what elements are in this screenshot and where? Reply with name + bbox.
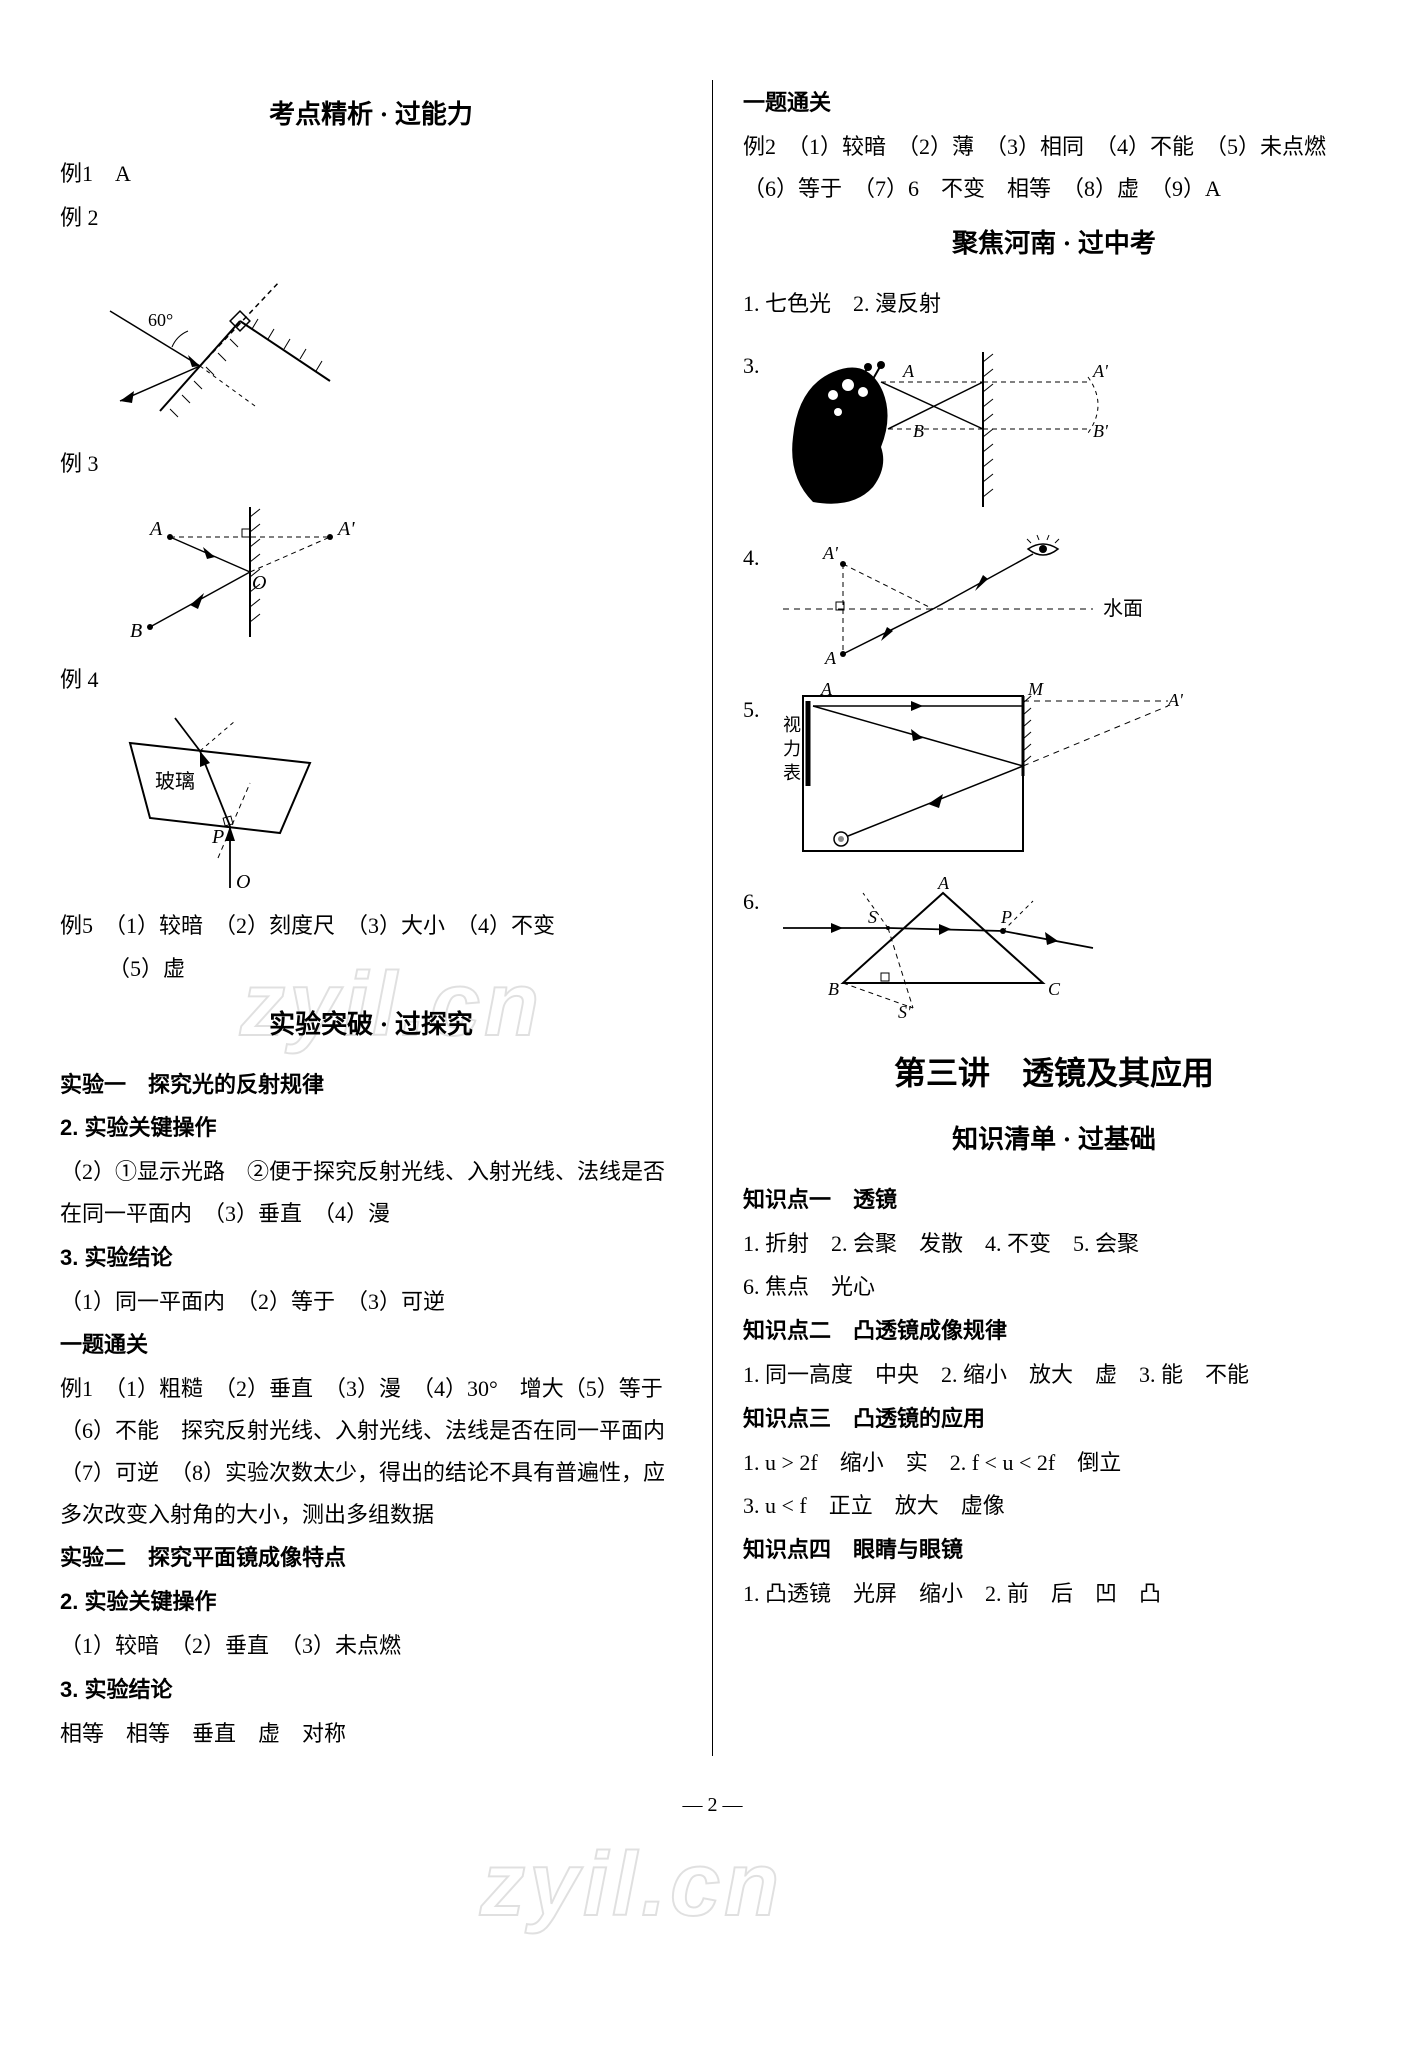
diagram-ex4-svg: 玻璃 O P <box>100 713 360 893</box>
diagram-q4-svg: 水面 A A' <box>773 529 1153 669</box>
exp1-k2: 2. 实验关键操作 <box>60 1107 682 1149</box>
exp1-title: 实验一 探究光的反射规律 <box>60 1064 682 1106</box>
svg-text:A: A <box>820 681 833 699</box>
diagram-q6-svg: A B C S P S' <box>773 873 1113 1023</box>
q3-label: 3. <box>743 337 773 387</box>
example-2-label: 例 2 <box>60 197 682 239</box>
svg-text:A': A' <box>1167 690 1184 710</box>
section-title-2: 实验突破 · 过探究 <box>60 1000 682 1049</box>
water-label: 水面 <box>1103 597 1143 620</box>
q6-label: 6. <box>743 873 773 923</box>
svg-text:A: A <box>902 361 915 381</box>
svg-text:B: B <box>130 620 142 642</box>
kp1-text2: 6. 焦点 光心 <box>743 1266 1365 1308</box>
kp2-text: 1. 同一高度 中央 2. 缩小 放大 虚 3. 能 不能 <box>743 1354 1365 1396</box>
svg-text:A': A' <box>822 543 839 563</box>
page-container: 考点精析 · 过能力 例1 A 例 2 <box>60 80 1365 1756</box>
pass-title-l: 一题通关 <box>60 1324 682 1366</box>
kp3-title: 知识点三 凸透镜的应用 <box>743 1398 1365 1440</box>
chart-label-2: 力 <box>783 739 801 759</box>
svg-text:A': A' <box>1092 361 1109 381</box>
kp2-title: 知识点二 凸透镜成像规律 <box>743 1310 1365 1352</box>
diagram-ex2-svg: 60° <box>100 251 360 431</box>
diagram-q6: 6. A B C S P <box>743 873 1365 1023</box>
diagram-q3-svg: A B A' B' <box>773 337 1133 517</box>
example-5b: （5）虚 <box>60 948 682 990</box>
example-5a: 例5 （1）较暗 （2）刻度尺 （3）大小 （4）不变 <box>60 905 682 947</box>
kp3-text1: 1. u > 2f 缩小 实 2. f < u < 2f 倒立 <box>743 1442 1365 1484</box>
pass-ex2: 例2 （1）较暗 （2）薄 （3）相同 （4）不能 （5）未点燃 （6）等于 （… <box>743 126 1365 210</box>
exp2-title: 实验二 探究平面镜成像特点 <box>60 1537 682 1579</box>
diagram-q5-svg: 视 力 表 M A A' <box>773 681 1193 861</box>
kp4-text: 1. 凸透镜 光屏 缩小 2. 前 后 凹 凸 <box>743 1573 1365 1615</box>
q4-label: 4. <box>743 529 773 579</box>
pass-ex1: 例1 （1）粗糙 （2）垂直 （3）漫 （4）30° 增大（5）等于 （6）不能… <box>60 1368 682 1535</box>
diagram-ex4: 玻璃 O P <box>100 713 682 893</box>
svg-text:O: O <box>252 572 266 594</box>
kp1-title: 知识点一 透镜 <box>743 1179 1365 1221</box>
section-title-4: 知识清单 · 过基础 <box>743 1115 1365 1164</box>
svg-text:O: O <box>236 871 250 893</box>
diagram-q3: 3. A B <box>743 337 1365 517</box>
svg-text:B: B <box>828 979 839 999</box>
exp2-k3: 3. 实验结论 <box>60 1669 682 1711</box>
svg-text:A': A' <box>336 518 355 540</box>
svg-text:C: C <box>1048 979 1061 999</box>
exp1-k3-text: （1）同一平面内 （2）等于 （3）可逆 <box>60 1281 682 1323</box>
glass-label: 玻璃 <box>155 770 195 793</box>
svg-text:A: A <box>937 873 950 893</box>
svg-text:B': B' <box>1093 421 1109 441</box>
section-title-1: 考点精析 · 过能力 <box>60 90 682 139</box>
diagram-q5: 5. 视 力 表 M A A' <box>743 681 1365 861</box>
exp1-k3: 3. 实验结论 <box>60 1237 682 1279</box>
pass-title-r: 一题通关 <box>743 82 1365 124</box>
left-column: 考点精析 · 过能力 例1 A 例 2 <box>60 80 712 1756</box>
svg-text:B: B <box>913 421 924 441</box>
chart-label-1: 视 <box>783 715 801 735</box>
exp2-k2: 2. 实验关键操作 <box>60 1581 682 1623</box>
right-column: 一题通关 例2 （1）较暗 （2）薄 （3）相同 （4）不能 （5）未点燃 （6… <box>713 80 1365 1756</box>
angle-60: 60° <box>148 310 173 330</box>
q5-label: 5. <box>743 681 773 731</box>
example-3-label: 例 3 <box>60 443 682 485</box>
exp2-k2-text: （1）较暗 （2）垂直 （3）未点燃 <box>60 1625 682 1667</box>
svg-text:P: P <box>211 826 224 848</box>
diagram-ex3-svg: A A' O B <box>100 497 380 647</box>
chart-label-3: 表 <box>783 763 801 783</box>
diagram-ex2: 60° <box>100 251 682 431</box>
svg-text:A: A <box>148 518 163 540</box>
page-number: — 2 — <box>60 1786 1365 1824</box>
example-4-label: 例 4 <box>60 659 682 701</box>
kp3-text2: 3. u < f 正立 放大 虚像 <box>743 1485 1365 1527</box>
kp1-text: 1. 折射 2. 会聚 发散 4. 不变 5. 会聚 <box>743 1223 1365 1265</box>
kp4-title: 知识点四 眼睛与眼镜 <box>743 1529 1365 1571</box>
svg-text:S: S <box>868 907 877 927</box>
exp1-k2-text: （2）①显示光路 ②便于探究反射光线、入射光线、法线是否在同一平面内 （3）垂直… <box>60 1151 682 1235</box>
diagram-ex3: A A' O B <box>100 497 682 647</box>
example-1: 例1 A <box>60 153 682 195</box>
watermark-2: zyil.cn <box>480 1800 783 1971</box>
lecture-title: 第三讲 透镜及其应用 <box>743 1043 1365 1104</box>
svg-text:M: M <box>1027 681 1044 699</box>
diagram-q4: 4. 水面 A A' <box>743 529 1365 669</box>
q1: 1. 七色光 2. 漫反射 <box>743 283 1365 325</box>
exp2-k3-text: 相等 相等 垂直 虚 对称 <box>60 1713 682 1755</box>
svg-text:A: A <box>824 648 837 668</box>
section-title-3: 聚焦河南 · 过中考 <box>743 219 1365 268</box>
